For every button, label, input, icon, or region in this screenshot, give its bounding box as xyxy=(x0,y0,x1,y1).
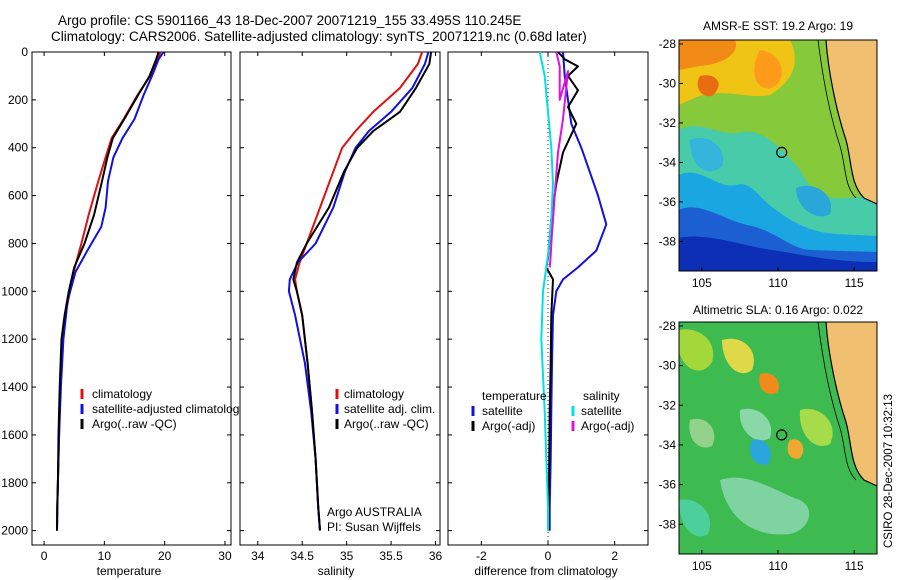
argo-australia-annotation: Argo AUSTRALIA xyxy=(327,505,422,519)
sla-map-title: Altimetric SLA: 0.16 Argo: 0.022 xyxy=(693,303,863,317)
temperature-legend-label: satellite-adjusted climatology xyxy=(92,402,245,416)
temperature-x-tick-label: 0 xyxy=(41,549,48,563)
difference-legend-label: Argo(-adj) xyxy=(581,419,634,433)
sla_map-y-tick-label: -34 xyxy=(659,438,677,452)
difference-x-axis-label: difference from climatology xyxy=(474,564,617,578)
temperature-y-tick-label: 1600 xyxy=(1,428,28,442)
temperature-y-tick-label: 400 xyxy=(8,141,28,155)
sla_map-y-tick-label: -30 xyxy=(659,359,677,373)
salinity-legend-label: satellite adj. clim. xyxy=(344,402,435,416)
sst_map-y-tick-label: -38 xyxy=(659,234,677,248)
difference-sal_satellite-line xyxy=(538,51,554,531)
temperature-x-axis-label: temperature xyxy=(97,564,162,578)
difference-panel: -2 0 2temperaturesatelliteArgo(-adj)salini… xyxy=(447,51,649,578)
temperature-x-tick-label: 10 xyxy=(98,549,112,563)
sla_map-x-tick-label: 115 xyxy=(845,559,864,573)
pi-annotation: PI: Susan Wijffels xyxy=(327,520,421,534)
temperature-argo-line xyxy=(56,51,160,531)
difference-legend-label: Argo(-adj) xyxy=(482,419,535,433)
salinity-x-tick-label: 35.5 xyxy=(379,549,403,563)
difference-plot-frame xyxy=(447,51,649,546)
sst-map-title: AMSR-E SST: 19.2 Argo: 19 xyxy=(703,19,853,33)
temperature-legend-label: Argo(..raw -QC) xyxy=(92,417,177,431)
salinity-plot-frame xyxy=(239,51,441,546)
sst_map-y-tick-label: -34 xyxy=(659,155,677,169)
sla-map-panel: Altimetric SLA: 0.16 Argo: 0.022 105 110 1… xyxy=(659,303,878,573)
sla_map-x-tick-label: 105 xyxy=(692,559,712,573)
temperature-x-tick-label: 30 xyxy=(218,549,232,563)
sla_map-x-tick-label: 110 xyxy=(768,559,787,573)
salinity-x-tick-label: 36 xyxy=(429,549,443,563)
temperature-y-tick-label: 1800 xyxy=(1,476,28,490)
salinity-legend-label: climatology xyxy=(344,387,404,401)
salinity-x-axis-label: salinity xyxy=(318,564,355,578)
sst_map-y-tick-label: -30 xyxy=(659,76,677,90)
difference-temp_satellite-line xyxy=(548,51,608,531)
argo-float-marker xyxy=(776,429,788,441)
sst_map-x-tick-label: 115 xyxy=(845,276,864,290)
sst-map-panel: AMSR-E SST: 19.2 Argo: 19 105 110 115 -28 -3… xyxy=(659,19,878,290)
sst_map-x-tick-label: 110 xyxy=(768,276,787,290)
sst-field xyxy=(679,40,877,271)
figure-title-line1: Argo profile: CS 5901166_43 18-Dec-2007 … xyxy=(58,13,522,28)
temperature-y-tick-label: 1000 xyxy=(1,284,28,298)
sla_map-y-tick-label: -32 xyxy=(659,398,677,412)
sst_map-y-tick-label: -36 xyxy=(659,195,677,209)
difference-x-tick-label: 2 xyxy=(611,549,618,563)
salinity-x-tick-label: 34 xyxy=(251,549,265,563)
difference-x-tick-label: -2 xyxy=(476,549,487,563)
salinity-x-tick-label: 34.5 xyxy=(291,549,315,563)
difference-sal_argo-line xyxy=(548,51,569,268)
difference-legend-label: satellite xyxy=(581,404,622,418)
temperature-y-tick-label: 0 xyxy=(21,45,28,59)
salinity-x-tick-label: 35 xyxy=(340,549,354,563)
temperature-plot-frame xyxy=(31,51,232,546)
difference-legend-group-title: salinity xyxy=(583,389,620,403)
sst_map-y-tick-label: -28 xyxy=(659,37,677,51)
salinity-legend-label: Argo(..raw -QC) xyxy=(344,417,429,431)
temperature-y-tick-label: 1400 xyxy=(1,380,28,394)
difference-x-tick-label: 0 xyxy=(545,549,552,563)
sla_map-y-tick-label: -28 xyxy=(659,319,677,333)
temperature-panel: 0 10 20 30 0 200 400 600 800 1000 1200 1400 1600 1800… xyxy=(1,45,245,578)
difference-legend-group-title: temperature xyxy=(482,389,547,403)
temperature-y-tick-label: 200 xyxy=(8,93,28,107)
temperature-y-tick-label: 600 xyxy=(8,189,28,203)
salinity-argo-line xyxy=(292,51,433,531)
temperature-x-tick-label: 20 xyxy=(158,549,172,563)
temperature-y-tick-label: 1200 xyxy=(1,332,28,346)
temperature-y-tick-label: 2000 xyxy=(1,524,28,538)
sst_map-x-tick-label: 105 xyxy=(692,276,712,290)
figure-title-line2: Climatology: CARS2006. Satellite-adjuste… xyxy=(51,29,587,44)
difference-legend-label: satellite xyxy=(482,404,523,418)
sla_map-y-tick-label: -36 xyxy=(659,478,677,492)
argo-float-marker xyxy=(776,146,788,158)
temperature-y-tick-label: 800 xyxy=(8,236,28,250)
temperature-legend-label: climatology xyxy=(92,387,152,401)
sla_map-y-tick-label: -38 xyxy=(659,517,677,531)
sst_map-y-tick-label: -32 xyxy=(659,116,677,130)
